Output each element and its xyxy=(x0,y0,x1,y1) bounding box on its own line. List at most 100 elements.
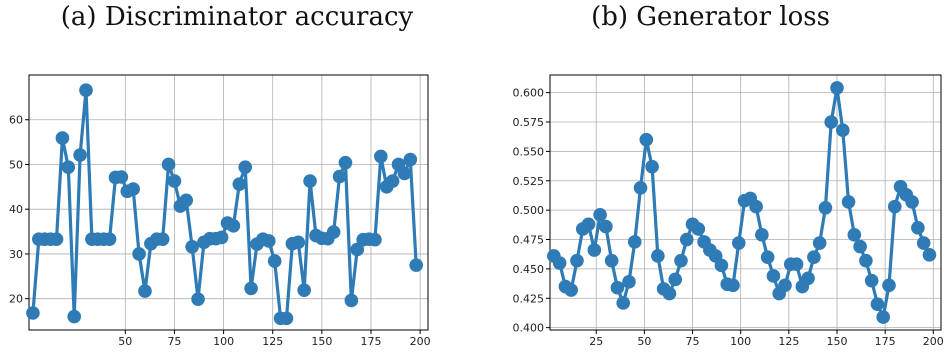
data-point xyxy=(244,281,258,296)
data-point xyxy=(616,296,630,310)
data-point xyxy=(887,199,902,214)
data-point xyxy=(679,232,694,247)
data-point xyxy=(610,280,625,295)
x-tick-label: 100 xyxy=(730,335,751,348)
data-point xyxy=(835,123,850,138)
data-point xyxy=(326,225,341,239)
y-tick-label: 0.600 xyxy=(513,87,545,100)
data-point xyxy=(830,81,844,95)
data-point xyxy=(226,218,241,233)
data-point xyxy=(905,195,919,209)
chart-caption: (a) Discriminator accuracy xyxy=(60,2,414,32)
x-tick-label: 50 xyxy=(118,335,132,348)
plot-frame xyxy=(549,74,942,331)
data-point xyxy=(627,235,642,249)
data-point xyxy=(161,157,176,172)
data-point xyxy=(191,292,205,306)
y-tick-label: 0.475 xyxy=(513,234,545,247)
data-point xyxy=(587,243,602,257)
chart-generator-loss: 25 50 75 100 125 150 175 200 0.400 0.425 0.450 0.47… xyxy=(513,74,944,348)
data-point xyxy=(859,253,873,268)
data-point xyxy=(332,169,347,184)
plot-frame xyxy=(28,74,429,331)
x-tick-label: 200 xyxy=(923,335,944,348)
x-tick-label: 25 xyxy=(589,335,603,348)
data-point xyxy=(132,247,146,261)
data-point xyxy=(864,273,879,288)
data-point xyxy=(102,232,117,246)
x-tick-label: 200 xyxy=(410,335,431,348)
panel-discriminator-accuracy: (a) Discriminator accuracy 50 75 100 125 150… xyxy=(9,2,431,348)
data-point xyxy=(138,284,152,298)
data-point xyxy=(126,182,140,196)
y-tick-label: 0.425 xyxy=(513,292,545,305)
data-point xyxy=(749,199,763,214)
x-tick-label: 75 xyxy=(167,335,181,348)
data-point xyxy=(79,83,93,98)
data-point xyxy=(303,174,317,188)
data-point xyxy=(789,257,804,271)
data-point xyxy=(633,181,648,195)
y-tick-label: 40 xyxy=(9,203,23,216)
data-point xyxy=(726,278,740,293)
data-point xyxy=(766,269,781,283)
data-point xyxy=(167,174,182,188)
data-point xyxy=(374,149,388,164)
data-point xyxy=(882,278,896,293)
chart-discriminator-accuracy: 50 75 100 125 150 175 200 20 30 40 50 60 xyxy=(9,74,431,348)
data-point xyxy=(593,208,607,222)
data-point xyxy=(114,170,129,184)
data-point xyxy=(67,309,82,324)
data-point xyxy=(599,219,613,234)
data-point xyxy=(26,306,40,320)
data-point xyxy=(350,242,365,257)
data-point xyxy=(645,159,659,174)
data-point xyxy=(778,278,792,293)
data-point xyxy=(179,193,194,208)
data-point xyxy=(409,258,424,272)
data-point xyxy=(261,234,276,248)
data-point xyxy=(668,272,682,287)
y-tick-label: 0.525 xyxy=(513,175,545,188)
data-point xyxy=(714,258,729,273)
data-point xyxy=(876,310,891,324)
data-point xyxy=(297,283,311,297)
y-tick-label: 0.400 xyxy=(513,322,545,335)
data-point xyxy=(818,200,833,215)
data-point xyxy=(922,247,937,262)
data-point xyxy=(385,174,400,188)
y-tick-label: 60 xyxy=(9,114,23,127)
data-point xyxy=(61,160,76,174)
data-point xyxy=(214,230,229,245)
data-point xyxy=(49,232,64,246)
y-tick-label: 0.575 xyxy=(513,116,545,129)
data-point xyxy=(824,115,839,129)
data-point xyxy=(870,297,885,311)
x-tick-label: 150 xyxy=(826,335,847,348)
x-tick-label: 125 xyxy=(778,335,799,348)
x-tick-label: 150 xyxy=(311,335,332,348)
data-point xyxy=(564,283,578,297)
data-point xyxy=(55,131,70,145)
data-point xyxy=(807,250,821,264)
data-point xyxy=(916,236,931,250)
data-point xyxy=(267,254,282,268)
data-point xyxy=(279,311,294,326)
data-point xyxy=(731,236,746,250)
data-point xyxy=(622,275,636,289)
y-tick-label: 30 xyxy=(9,248,23,261)
data-point xyxy=(651,249,665,263)
series-line xyxy=(31,88,418,320)
data-point xyxy=(691,222,706,236)
data-point xyxy=(291,235,306,250)
x-tick-label: 75 xyxy=(686,335,700,348)
data-point xyxy=(639,132,654,147)
data-point xyxy=(403,152,418,167)
data-point xyxy=(570,253,584,268)
data-point xyxy=(155,232,170,246)
data-point xyxy=(185,239,199,254)
y-tick-label: 50 xyxy=(9,158,23,171)
data-point xyxy=(581,217,596,232)
data-point xyxy=(801,271,815,286)
data-point xyxy=(232,177,247,191)
